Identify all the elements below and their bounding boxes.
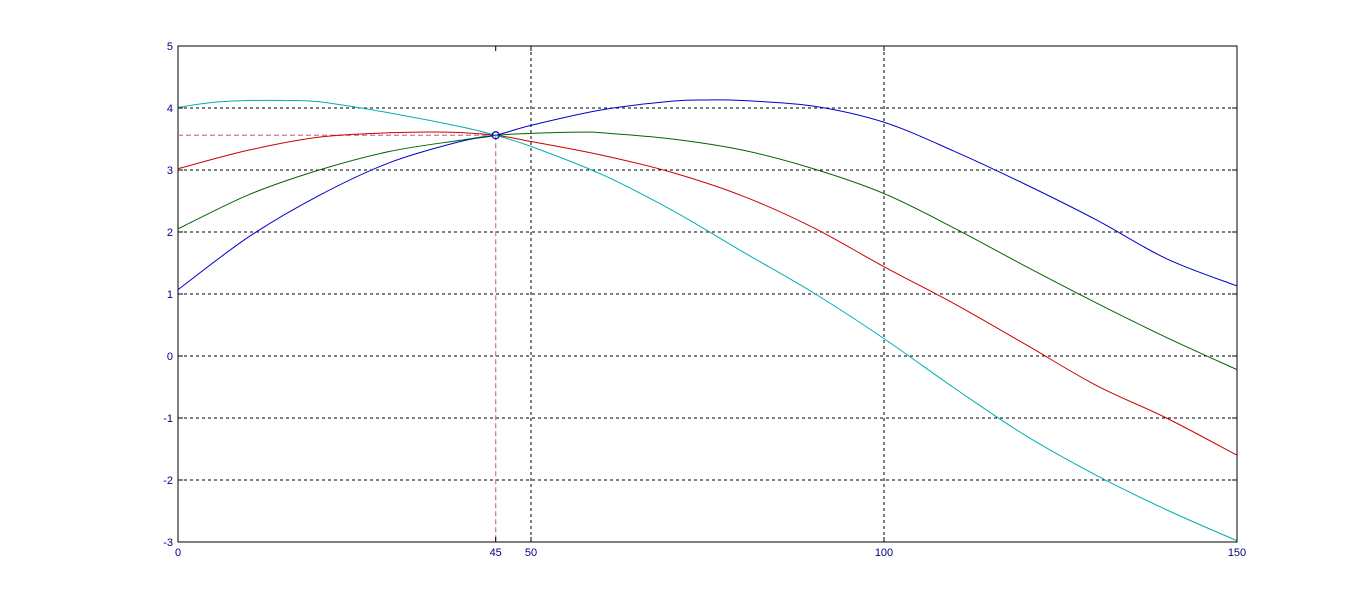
intersection-marker [491, 131, 500, 140]
y-tick-labels: -3 -2 -1 0 1 2 3 4 5 [163, 41, 173, 549]
x-tick-label: 50 [525, 547, 537, 559]
tick-marks [177, 45, 1238, 543]
y-tick-label: 2 [167, 227, 173, 239]
y-tick-label: -2 [163, 475, 173, 487]
y-tick-label: 4 [167, 103, 173, 115]
series-line-4 [177, 99, 1238, 542]
series-lines [177, 99, 1238, 542]
x-tick-label: 45 [490, 547, 502, 559]
y-tick-label: -3 [163, 537, 173, 549]
x-tick-labels: 0 45 50 100 150 [175, 547, 1246, 559]
y-tick-label: 1 [167, 289, 173, 301]
y-tick-label: 5 [167, 41, 173, 53]
y-tick-label: -1 [163, 413, 173, 425]
y-tick-label: 3 [167, 165, 173, 177]
grid-lines [178, 46, 1237, 542]
y-tick-label: 0 [167, 351, 173, 363]
markers [491, 131, 500, 140]
series-line-2 [177, 131, 1238, 371]
series-line-1 [177, 99, 1238, 291]
x-tick-label: 0 [175, 547, 181, 559]
x-tick-label: 100 [875, 547, 893, 559]
series-line-3 [177, 131, 1238, 456]
reference-lines [178, 134, 497, 542]
x-tick-label: 150 [1228, 547, 1246, 559]
